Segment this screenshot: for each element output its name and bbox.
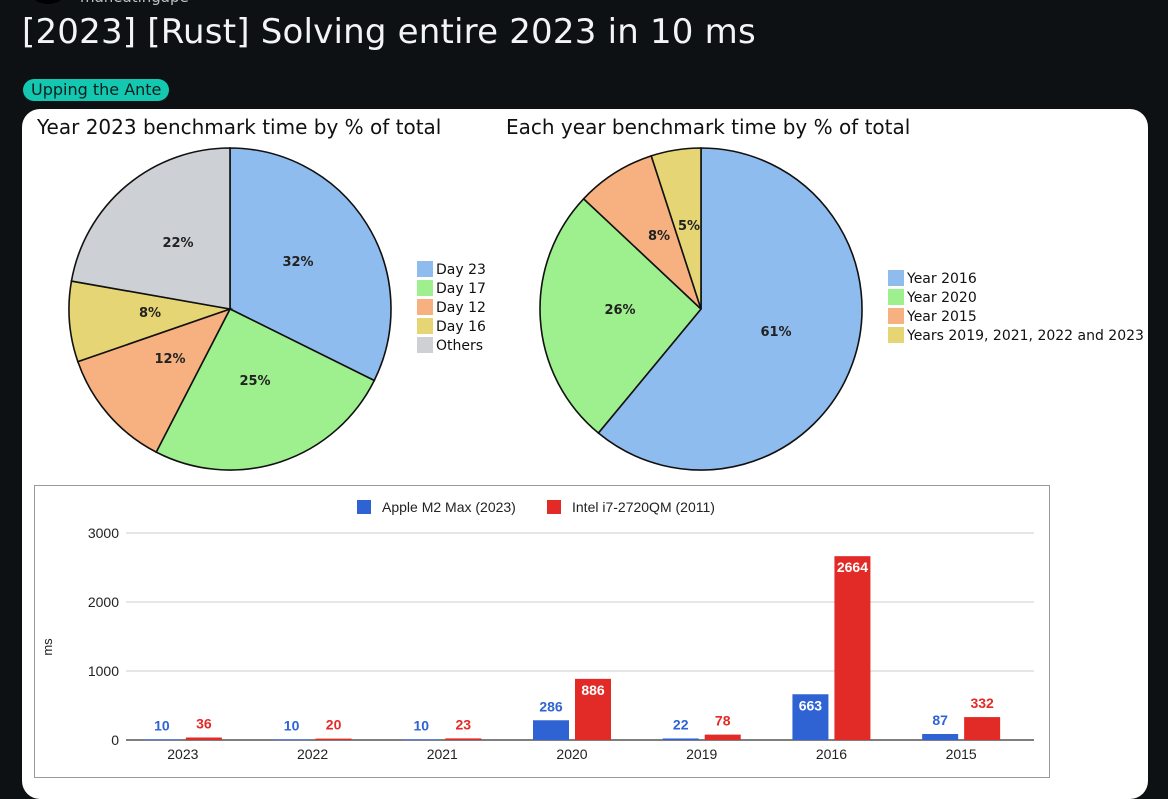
pie1-title: Year 2023 benchmark time by % of total [36,115,441,139]
pie1-legend-label: Day 23 [436,262,486,278]
pie2-legend-label: Year 2015 [906,309,977,325]
charts-canvas: Year 2023 benchmark time by % of total 32… [36,115,1144,762]
pie2-legend-swatch [888,270,904,286]
bar-apple-m2-max-2023-2023 [143,739,180,741]
bar-y-tick-label: 0 [111,732,119,748]
bar-data-label: 2664 [837,559,868,575]
bar-legend-swatch [357,500,371,514]
post-image[interactable]: Year 2023 benchmark time by % of total 32… [22,109,1148,799]
bar-data-label: 886 [581,682,605,698]
bar-apple-m2-max-2023-2022 [273,739,310,741]
bar-intel-i7-2720qm-2011-2021 [445,738,482,740]
bar-data-label: 20 [326,717,342,733]
pie2-slice-years-2019-2021-2022-and-2023 [650,147,702,310]
pie1-legend-swatch [417,261,433,277]
bar-apple-m2-max-2023-2020 [533,720,569,740]
bar-legend-label: Intel i7-2720QM (2011) [572,499,715,515]
pie1-slice-label: 8% [139,306,161,321]
pie1-slice-day-23 [229,147,392,382]
bar-legend-label: Apple M2 Max (2023) [382,499,516,515]
pie1-legend-swatch [417,318,433,334]
bar-y-tick-label: 1000 [88,663,119,679]
bar-apple-m2-max-2023-2021 [403,739,440,741]
bar-chart-benchmark-ms: Apple M2 Max (2023) Intel i7-2720QM (2011… [40,499,1034,762]
pie2-legend-label: Year 2020 [906,290,977,306]
pie1-legend-swatch [417,337,433,353]
pie1-legend-label: Day 17 [436,281,486,297]
pie2-slice-label: 61% [760,325,791,340]
bar-data-label: 286 [539,698,563,714]
pie2-legend-swatch [888,289,904,305]
bar-data-label: 22 [673,716,689,732]
bar-x-tick-label: 2019 [686,746,717,762]
bar-intel-i7-2720qm-2011-2022 [315,738,352,740]
pie2-slice-label: 26% [604,303,635,318]
pie-chart-each-year: Each year benchmark time by % of total 61… [506,115,1144,471]
pie2-legend-swatch [888,327,904,343]
user-avatar[interactable] [30,0,66,4]
pie1-slice-label: 32% [282,255,313,270]
bar-intel-i7-2720qm-2011-2016 [834,556,871,740]
pie1-legend-swatch [417,280,433,296]
pie2-slice-year-2020 [539,197,703,435]
post-username[interactable]: maneatingape [80,0,189,6]
bar-data-label: 23 [455,716,471,732]
bar-y-axis-label: ms [40,638,55,656]
bar-intel-i7-2720qm-2011-2019 [704,734,741,740]
pie1-slice-day-12 [76,307,232,454]
bar-apple-m2-max-2023-2015 [922,733,959,740]
bar-data-label: 663 [799,697,823,713]
bar-y-tick-label: 3000 [88,525,119,541]
pie2-legend-label: Year 2016 [906,271,977,287]
pie1-slice-label: 22% [162,236,193,251]
bar-data-label: 10 [284,717,300,733]
pie2-slice-label: 5% [678,219,700,234]
pie2-title: Each year benchmark time by % of total [506,115,910,139]
bar-data-label: 332 [970,695,994,711]
pie2-slice-year-2016 [597,147,863,471]
bar-apple-m2-max-2023-2016 [792,694,829,740]
pie2-slice-label: 8% [648,229,670,244]
pie-chart-year-2023: Year 2023 benchmark time by % of total 32… [36,115,486,471]
bar-y-tick-label: 2000 [88,594,119,610]
bar-data-label: 87 [932,712,948,728]
pie1-slice-day-17 [155,307,376,471]
bar-x-tick-label: 2020 [556,746,587,762]
bar-data-label: 10 [413,717,429,733]
bar-x-tick-label: 2016 [816,746,847,762]
pie1-legend-label: Day 16 [436,319,486,335]
bar-apple-m2-max-2023-2019 [662,738,699,740]
pie2-legend-label: Years 2019, 2021, 2022 and 2023 [906,328,1144,344]
pie1-slice-label: 12% [154,352,185,367]
bar-intel-i7-2720qm-2011-2020 [575,678,611,740]
bar-x-tick-label: 2023 [167,746,198,762]
bar-x-tick-label: 2015 [946,746,977,762]
pie1-legend-label: Day 12 [436,300,486,316]
bar-x-tick-label: 2022 [297,746,328,762]
pie1-slice-label: 25% [239,374,270,389]
bar-x-tick-label: 2021 [427,746,458,762]
pie2-legend-swatch [888,308,904,324]
bar-intel-i7-2720qm-2011-2015 [964,717,1001,740]
bar-data-label: 78 [715,713,731,729]
post-flair-badge[interactable]: Upping the Ante [23,79,170,101]
pie1-legend-label: Others [436,338,483,354]
post-title[interactable]: [2023] [Rust] Solving entire 2023 in 10 … [22,12,756,52]
bar-data-label: 10 [154,717,170,733]
bar-legend-swatch [547,500,561,514]
pie1-slice-others [70,147,231,310]
bar-intel-i7-2720qm-2011-2023 [185,737,222,740]
bar-data-label: 36 [196,716,212,732]
pie1-legend-swatch [417,299,433,315]
